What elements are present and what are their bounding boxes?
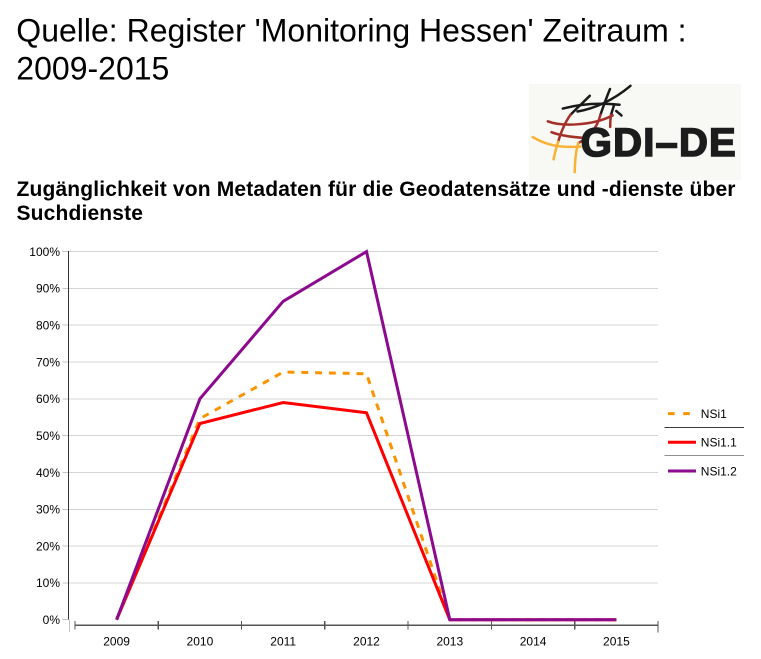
svg-text:2014: 2014 — [520, 635, 547, 649]
svg-text:30%: 30% — [36, 503, 60, 517]
svg-text:70%: 70% — [36, 355, 60, 369]
svg-text:GDI–DE: GDI–DE — [581, 121, 737, 165]
svg-text:2010: 2010 — [187, 635, 214, 649]
svg-text:2013: 2013 — [436, 635, 463, 649]
svg-text:40%: 40% — [36, 466, 60, 480]
svg-text:0%: 0% — [43, 613, 61, 627]
svg-text:NSi1: NSi1 — [701, 407, 727, 421]
svg-text:2009: 2009 — [103, 635, 130, 649]
svg-text:NSi1.2: NSi1.2 — [701, 464, 737, 478]
svg-text:100%: 100% — [29, 245, 60, 259]
svg-text:2015: 2015 — [603, 635, 630, 649]
svg-text:2012: 2012 — [353, 635, 380, 649]
svg-text:Suchdienste: Suchdienste — [17, 202, 144, 225]
svg-text:10%: 10% — [36, 576, 60, 590]
svg-text:Zugänglichkeit von Metadaten f: Zugänglichkeit von Metadaten für die Geo… — [17, 178, 736, 201]
svg-text:80%: 80% — [36, 319, 60, 333]
svg-text:NSi1.1: NSi1.1 — [701, 436, 737, 450]
svg-text:2011: 2011 — [270, 635, 296, 649]
svg-text:50%: 50% — [36, 429, 60, 443]
svg-text:90%: 90% — [36, 282, 60, 296]
svg-text:2009-2015: 2009-2015 — [16, 50, 169, 86]
svg-text:20%: 20% — [36, 539, 60, 553]
svg-text:60%: 60% — [36, 392, 60, 406]
svg-text:Quelle: Register 'Monitoring H: Quelle: Register 'Monitoring Hessen' Zei… — [16, 13, 686, 49]
